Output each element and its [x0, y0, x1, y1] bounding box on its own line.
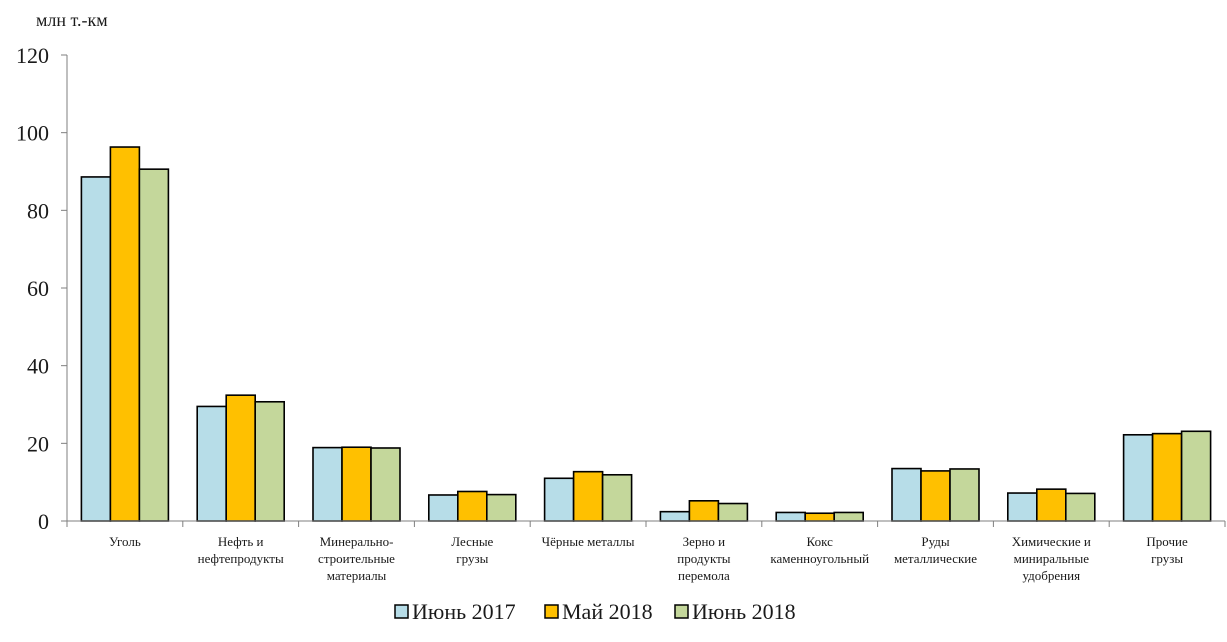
- bar-4-series-3: [485, 493, 517, 522]
- legend-swatch-3: [674, 604, 689, 619]
- legend-label-3: Июнь 2018: [692, 599, 796, 624]
- bar-1-series-2: [109, 146, 141, 522]
- bar-10-series-2: [1151, 432, 1183, 522]
- y-tick-label: 120: [16, 43, 49, 68]
- y-axis-label: млн т.-км: [36, 10, 108, 30]
- x-tick-label: Чёрные металлы: [542, 534, 635, 549]
- legend-swatch-2: [544, 604, 559, 619]
- bar-9-series-1: [1006, 492, 1038, 522]
- x-tick-label: Нефть и нефтепродукты: [198, 534, 284, 566]
- bar-10-series-1: [1122, 433, 1154, 522]
- bar-4-series-1: [427, 494, 459, 522]
- legend-swatch-1: [394, 604, 409, 619]
- bar-7-series-1: [775, 511, 807, 522]
- bar-6-series-2: [688, 500, 720, 522]
- bar-8-series-3: [949, 468, 980, 522]
- y-tick-label: 0: [38, 509, 49, 534]
- legend-label-2: Май 2018: [562, 599, 653, 624]
- bar-2-series-2: [225, 394, 256, 522]
- x-tick-label: Химические и миниральные удобрения: [1012, 534, 1091, 583]
- bar-4-series-2: [456, 490, 488, 522]
- bars-group: [80, 146, 1212, 522]
- y-tick-label: 40: [27, 354, 49, 379]
- x-tick-label: Кокс каменноугольный: [770, 534, 869, 566]
- x-tick-label: Руды металлические: [894, 534, 977, 566]
- x-tick-label: Минерально-строительные материалы: [318, 534, 395, 583]
- legend: Июнь 2017 Май 2018 Июнь 2018: [394, 599, 796, 624]
- x-tick-label: Прочие грузы: [1146, 534, 1188, 566]
- legend-label-1: Июнь 2017: [412, 599, 516, 624]
- y-tick-label: 100: [16, 121, 49, 146]
- x-tick-label: Зерно и продукты перемола: [677, 534, 731, 583]
- bar-1-series-3: [138, 168, 170, 522]
- bar-5-series-1: [543, 477, 575, 522]
- bar-6-series-3: [717, 502, 749, 522]
- bar-2-series-3: [254, 400, 285, 522]
- bar-7-series-3: [833, 511, 865, 522]
- bar-7-series-2: [804, 512, 836, 522]
- bar-8-series-2: [920, 470, 951, 522]
- bar-1-series-1: [80, 176, 112, 522]
- x-tick-label: Уголь: [109, 534, 141, 549]
- bar-5-series-2: [572, 470, 604, 522]
- bar-2-series-1: [196, 405, 227, 522]
- bar-5-series-3: [601, 473, 633, 522]
- y-tick-label: 60: [27, 276, 49, 301]
- bar-3-series-2: [341, 446, 372, 522]
- bar-6-series-1: [659, 510, 691, 522]
- bar-8-series-1: [891, 467, 922, 522]
- bar-10-series-3: [1180, 430, 1212, 522]
- bar-9-series-3: [1065, 492, 1096, 522]
- ticks-group: 0 20 40 60 80 100 120 Уголь Нефть и нефтепродукты…: [16, 43, 1226, 583]
- x-tick-label: Лесные грузы: [451, 534, 493, 566]
- y-tick-label: 80: [27, 198, 49, 223]
- bar-3-series-3: [370, 447, 401, 522]
- bar-3-series-1: [312, 446, 343, 522]
- bar-9-series-2: [1036, 488, 1067, 522]
- y-tick-label: 20: [27, 431, 49, 456]
